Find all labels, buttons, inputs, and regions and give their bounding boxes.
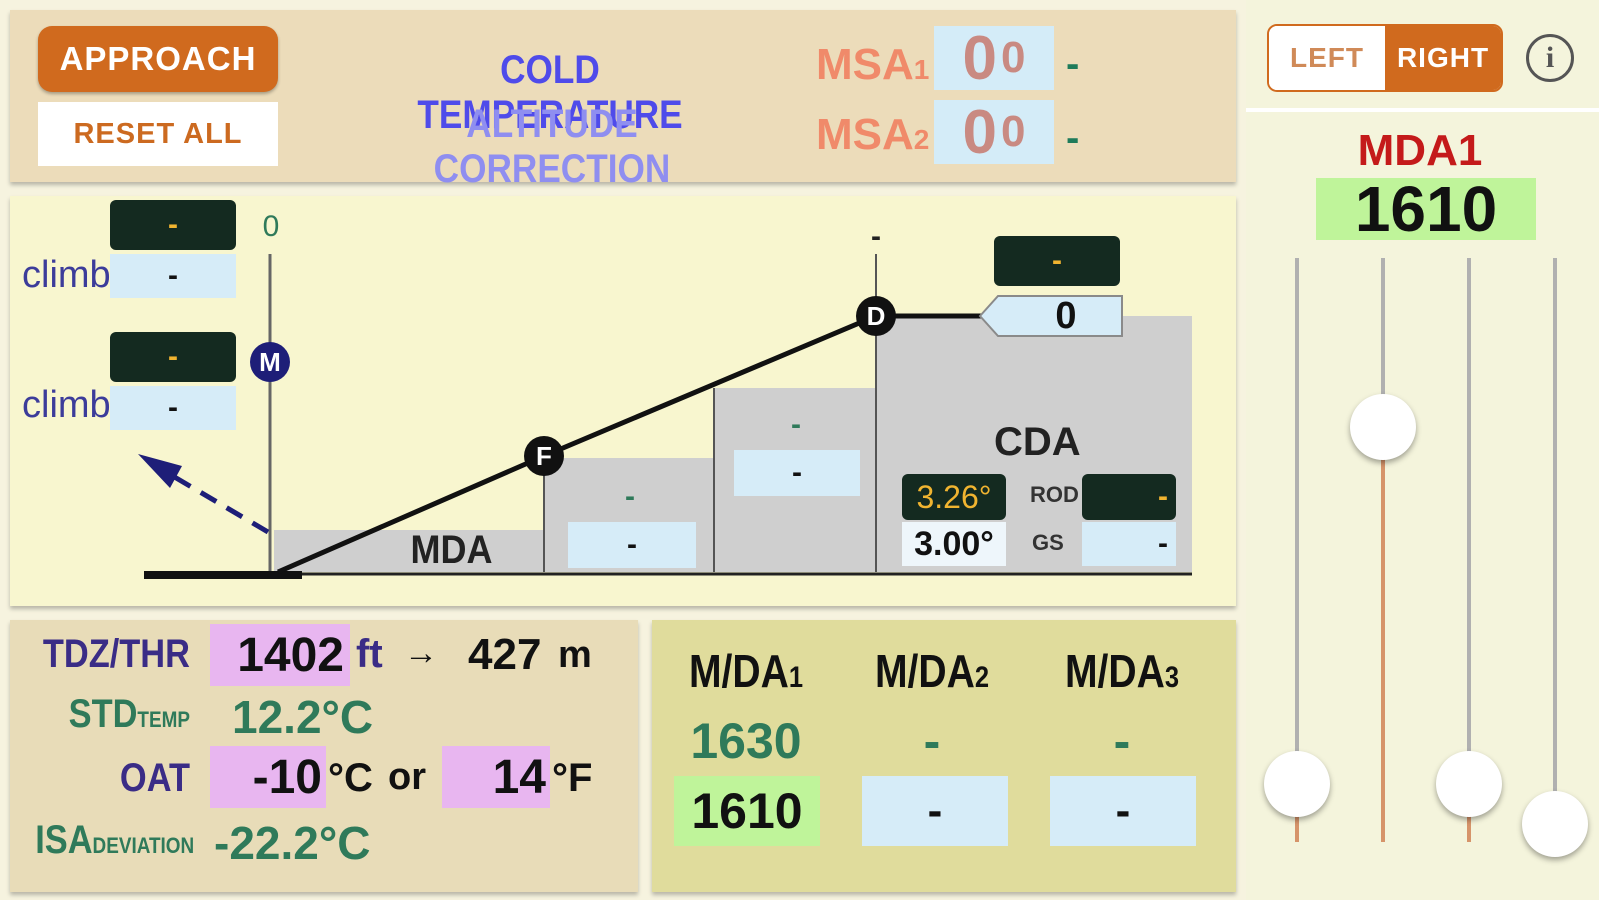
mda3-corrected[interactable]: - [1050,776,1196,846]
waypoint-m-label: M [259,346,281,377]
mda2-published: - [923,713,941,769]
left-toggle-button[interactable]: LEFT [1269,26,1385,90]
std-temp-label: STDTEMP [68,692,190,736]
msa1-label: MSA1 [816,40,930,89]
right-panel [1246,0,1599,900]
fahrenheit-unit: °F [552,756,593,800]
missed-approach-path [164,469,270,535]
waypoint-f[interactable] [524,436,564,476]
oat-label: OAT [119,756,190,800]
step1-output: - [625,480,635,513]
mda3-published: - [1113,713,1131,769]
mda2-corrected[interactable]: - [862,776,1008,846]
d-altitude-input[interactable]: 0 [1055,294,1077,337]
climb1-label: climb [22,254,111,296]
tdz-ft-input[interactable]: 1402 [210,624,350,686]
approach-button[interactable]: APPROACH [38,26,278,92]
std-temp-value: 12.2°C [232,691,374,743]
isa-deviation-value: -22.2°C [214,817,371,869]
msa2-label: MSA2 [816,110,930,159]
app-title-line2: ALTITUDE CORRECTION [433,102,671,191]
mda-table-panel: M/DA1 M/DA2 M/DA3 1630 - - 1610 - - [652,620,1236,892]
climb2-output: - [110,332,236,382]
celsius-unit: °C [328,756,373,800]
climb1-input[interactable]: - [110,254,236,298]
mda1-published: 1630 [690,713,802,769]
tdz-m-value: 427 [468,630,542,679]
mda1-title: MDA1 [1357,126,1483,175]
climb2-input[interactable]: - [110,386,236,430]
waypoint-f-label: F [536,440,552,471]
m-unit: m [558,634,592,676]
gs-input[interactable]: - [1082,522,1176,566]
right-toggle-button[interactable]: RIGHT [1385,26,1501,90]
msa1-result: - [1066,42,1080,86]
mda1-header: M/DA1 [688,645,804,697]
tdz-thr-label: TDZ/THR [42,632,191,676]
missed-top-altitude: 0 [262,210,280,243]
mda1-big-value: 1610 [1316,173,1536,245]
side-toggle[interactable]: LEFT RIGHT [1267,24,1503,92]
missed-approach-arrowhead [138,454,182,488]
oat-f-input[interactable]: 14 [442,746,550,808]
or-label: or [388,756,426,798]
waypoint-d-label: D [866,300,886,331]
glide-path [277,313,990,575]
rod-output: - [1082,474,1176,520]
ft-unit: ft [356,632,383,676]
arrow-icon: → [404,634,438,672]
reset-all-button[interactable]: RESET ALL [38,102,278,166]
header-panel: APPROACH RESET ALL COLD TEMPERATURE ALTI… [10,10,1236,191]
msa2-result: - [1066,116,1080,160]
d-top-label: - [871,220,881,253]
approach-diagram: M F D 0 - climb - - climb - - - - - - - … [10,196,1236,606]
info-icon[interactable]: i [1526,34,1574,82]
step2-input[interactable]: - [734,450,860,496]
gs-label: GS [1032,530,1064,555]
cda-label: CDA [994,420,1081,464]
oat-c-input[interactable]: -10 [210,746,326,808]
d-altitude-pointer [978,295,1123,337]
cda-nominal-angle[interactable]: 3.00° [902,522,1006,566]
cda-corrected-angle: 3.26° [902,474,1006,520]
rod-label: ROD [1030,482,1079,507]
climb1-output: - [110,200,236,250]
temperature-panel: TDZ/THR 1402 ft → 427 m STDTEMP 12.2°C O… [10,620,638,892]
mda2-header: M/DA2 [874,645,990,697]
step2-output: - [791,408,801,441]
isa-deviation-label: ISADEVIATION [35,818,195,862]
mda-label: MDA [410,528,493,572]
d-altitude-output: - [994,236,1120,286]
step1-input[interactable]: - [568,522,696,568]
mda-block [274,530,544,572]
waypoint-d[interactable] [856,296,896,336]
waypoint-m[interactable] [250,342,290,382]
right-panel-divider [1246,108,1599,112]
mda1-corrected[interactable]: 1610 [674,776,820,846]
climb2-label: climb [22,384,111,426]
app-title-line1: COLD TEMPERATURE [417,48,683,137]
mda3-header: M/DA3 [1064,645,1180,697]
